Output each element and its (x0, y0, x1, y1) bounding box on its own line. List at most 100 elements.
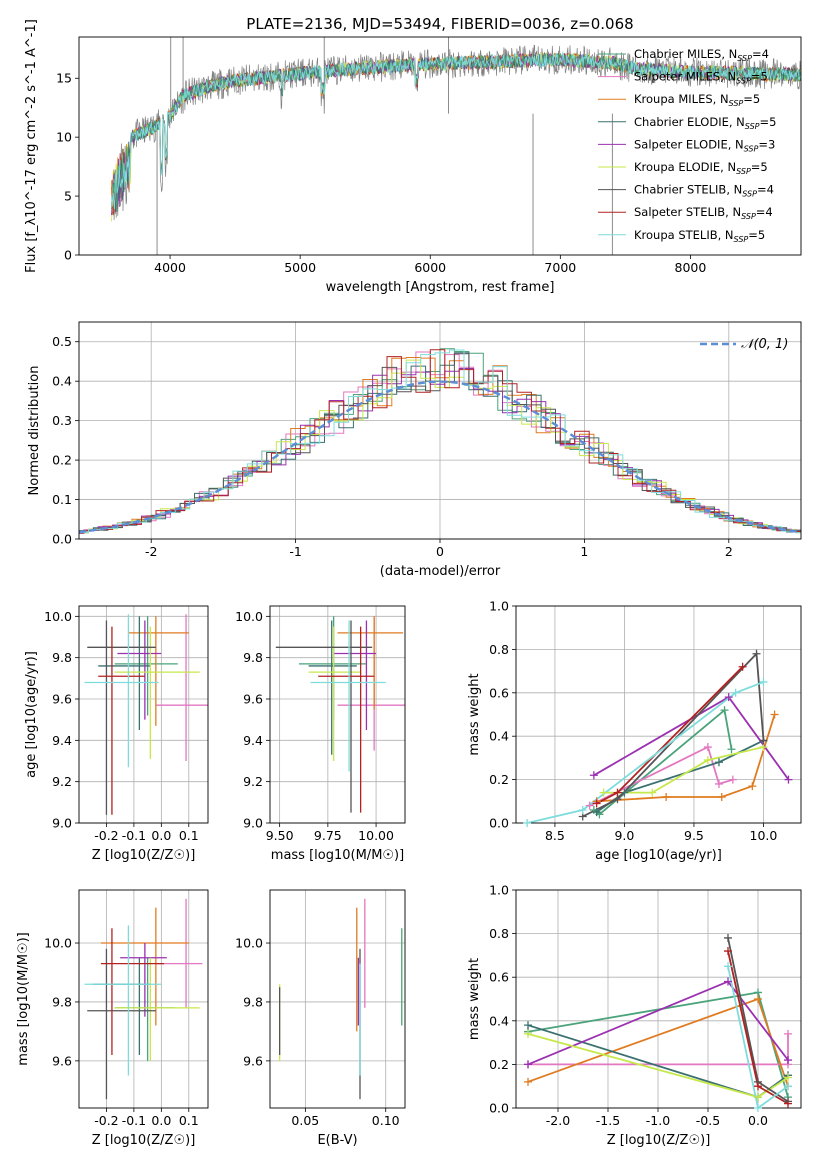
residual-histogram (79, 353, 801, 535)
legend-label: Chabrier MILES, NSSP=4 (634, 47, 769, 63)
weight-marker (752, 649, 761, 658)
weight-marker (599, 788, 608, 797)
axes-frame (515, 889, 802, 1109)
y-tick-label: 0.2 (489, 772, 509, 787)
x-tick-label: 9.50 (266, 828, 294, 843)
y-tick-label: 0.4 (489, 1013, 509, 1028)
y-tick-label: 9.0 (243, 816, 263, 831)
x-tick-label: -2 (145, 544, 157, 559)
x-axis-label: (data-model)/error (380, 564, 501, 579)
legend-label-main: Chabrier ELODIE, N (634, 115, 745, 129)
legend-label: Salpeter STELIB, NSSP=4 (634, 205, 773, 221)
weight-marker (784, 1099, 792, 1108)
weight-vs-age-panel: 8.5 9.0 9.5 10.0 0.0 0.2 0.4 0.6 0.8 1.0 age [log1… (467, 599, 802, 863)
x-tick-label: 9.0 (614, 828, 634, 843)
x-tick-label: -0.2 (94, 1113, 118, 1128)
legend-label-sub: SSP (745, 122, 760, 131)
legend-label-tail: =5 (743, 92, 760, 106)
weight-line (582, 651, 765, 818)
legend-label-sub: SSP (736, 77, 751, 86)
weight-marker (754, 1082, 762, 1091)
x-tick-label: 0 (436, 544, 444, 559)
legend-label-sub: SSP (741, 212, 756, 221)
y-tick-label: 9.8 (52, 650, 72, 665)
y-axis-label: mass [log10(M/M☉)] (16, 932, 31, 1065)
y-tick-label: 0.3 (52, 413, 72, 428)
weight-marker (731, 688, 740, 697)
axes-frame (78, 36, 802, 256)
model-spectrum-line (111, 50, 801, 210)
plot-area (79, 348, 801, 535)
y-axis-label: mass weight (467, 673, 482, 755)
x-tick-label: 5000 (284, 260, 316, 275)
weight-marker (738, 662, 747, 671)
y-tick-label: 9.6 (243, 1053, 263, 1068)
plot-area (278, 898, 403, 1100)
weight-marker (589, 771, 598, 780)
y-tick-label: 9.4 (52, 733, 72, 748)
y-tick-label: 0.2 (52, 453, 72, 468)
figure-title: PLATE=2136, MJD=53494, FIBERID=0036, z=0… (246, 15, 633, 33)
axes-frame (269, 605, 406, 824)
legend-label-main: Salpeter MILES, N (634, 70, 736, 84)
legend-label-main: Kroupa ELODIE, N (634, 160, 736, 174)
weight-marker (714, 758, 723, 767)
weight-marker (724, 933, 732, 942)
x-axis-label: age [log10(age/yr)] (595, 848, 722, 863)
x-tick-label: 8000 (675, 260, 707, 275)
mass-vs-EBV-panel: 0.05 0.10 9.6 9.8 10.0 E(B-V) (235, 889, 406, 1148)
age-vs-Z-panel: -0.2 -0.1 0.0 0.1 9.0 9.2 9.4 9.6 9.8 10.0 Z [log1… (24, 605, 209, 863)
legend-label: Kroupa MILES, NSSP=5 (634, 92, 760, 108)
weight-marker (770, 710, 779, 719)
x-tick-label: 4000 (154, 260, 186, 275)
weight-marker (662, 792, 671, 801)
y-axis-label: Flux [f_λ10^-17 erg cm^-2 s^-1 A^-1] (24, 19, 39, 273)
weight-marker (784, 1082, 792, 1091)
weight-marker (648, 788, 657, 797)
legend-label-tail: =5 (751, 160, 768, 174)
y-tick-label: 0.2 (489, 1057, 509, 1072)
legend-label-tail: =4 (756, 205, 773, 219)
x-axis-label: mass [log10(M/M☉)] (271, 848, 404, 863)
x-axis-label: wavelength [Angstrom, rest frame] (326, 280, 555, 295)
y-tick-label: 5 (64, 189, 72, 204)
weight-marker (578, 805, 587, 814)
y-axis-label: mass weight (467, 958, 482, 1040)
y-tick-label: 10.0 (235, 936, 263, 951)
legend-label-sub: SSP (734, 235, 749, 244)
legend-label-main: Salpeter STELIB, N (634, 205, 741, 219)
x-tick-label: -1 (289, 544, 301, 559)
residual-histogram (79, 349, 801, 534)
plot-area (526, 651, 790, 823)
y-tick-label: 15 (56, 71, 72, 86)
x-tick-label: 0.0 (748, 1113, 768, 1128)
legend-label-main: Chabrier STELIB, N (634, 183, 742, 197)
plot-area (84, 614, 208, 815)
weight-marker (754, 1104, 762, 1112)
y-tick-label: 9.8 (243, 994, 263, 1009)
x-axis-label: E(B-V) (317, 1133, 357, 1148)
x-tick-label: -0.5 (696, 1113, 720, 1128)
weight-marker (714, 779, 723, 788)
x-tick-label: -0.1 (122, 828, 146, 843)
weight-marker (784, 1029, 792, 1038)
legend-label: 𝒩(0, 1) (741, 337, 788, 352)
weight-marker (784, 1073, 792, 1082)
x-tick-label: 10.00 (358, 828, 394, 843)
weight-marker (754, 995, 762, 1003)
weight-marker (727, 745, 736, 754)
weight-marker (784, 1056, 792, 1065)
axes-frame (78, 889, 209, 1109)
y-tick-label: 0.0 (489, 816, 509, 831)
legend-label-tail: =5 (748, 228, 765, 242)
x-tick-label: -0.1 (122, 1113, 146, 1128)
weight-marker (748, 782, 757, 791)
y-tick-label: 0.8 (489, 926, 509, 941)
y-tick-label: 0.6 (489, 685, 509, 700)
plot-area (111, 37, 801, 255)
weight-marker (724, 693, 733, 702)
x-tick-label: 0.1 (179, 828, 199, 843)
y-tick-label: 0.4 (52, 374, 72, 389)
weight-marker (759, 736, 768, 745)
y-tick-label: 1.0 (489, 599, 509, 614)
